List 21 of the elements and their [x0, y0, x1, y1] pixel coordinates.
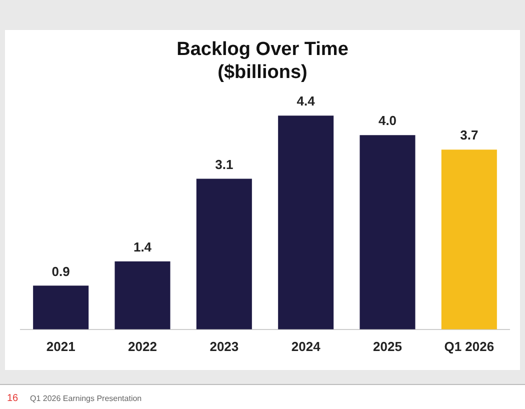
x-tick-label: 2021: [46, 338, 76, 354]
bar: [114, 261, 170, 330]
bar: [441, 150, 497, 330]
data-label: 3.1: [215, 156, 234, 172]
x-tick-label: Q1 2026: [444, 338, 494, 354]
data-label: 4.0: [378, 113, 397, 128]
text: 16: [7, 393, 18, 404]
data-label: 0.9: [52, 264, 70, 279]
bar: [196, 178, 252, 330]
chart-title: Backlog Over Time ($billions): [176, 38, 350, 84]
data-label: 3.7: [460, 128, 478, 143]
text: Q1 2026 Earnings Presentation: [30, 394, 142, 403]
data-label: 4.4: [296, 94, 316, 109]
bar: [33, 286, 89, 330]
bar: [278, 116, 334, 330]
bar: [360, 135, 416, 330]
x-tick-label: 2023: [210, 338, 239, 354]
x-tick-label: 2024: [291, 338, 322, 354]
data-label: 1.4: [133, 239, 152, 254]
x-tick-label: 2022: [128, 338, 157, 354]
x-tick-label: 2025: [373, 338, 402, 354]
